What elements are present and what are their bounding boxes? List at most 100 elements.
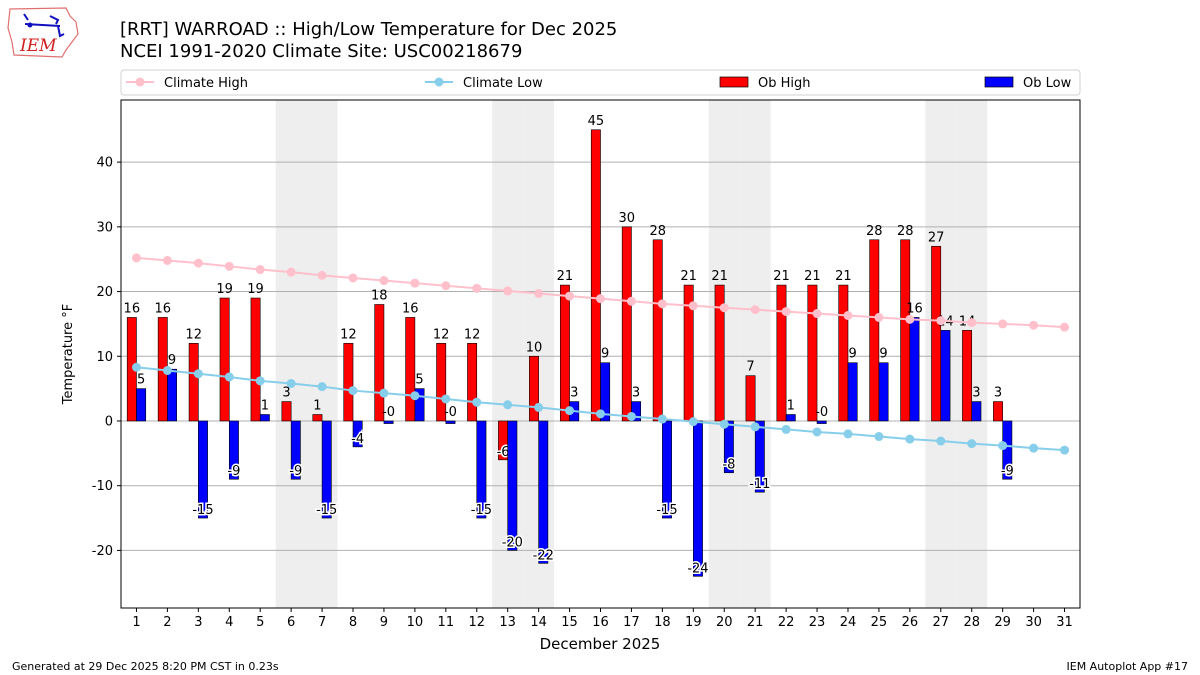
ob-low-label: -9: [1001, 464, 1014, 479]
x-tick-label: 13: [499, 615, 516, 630]
climate-low-point: [936, 436, 946, 446]
climate-high-point: [1060, 322, 1070, 332]
y-tick-label: -10: [92, 479, 113, 494]
ob-low-label: -8: [722, 458, 735, 473]
ob-high-bar: [374, 304, 385, 422]
ob-high-label: 27: [928, 230, 945, 245]
ob-low-label: -9: [227, 464, 240, 479]
x-tick-label: 5: [256, 615, 264, 630]
y-tick-label: 10: [96, 350, 113, 365]
ob-low-bar: [723, 420, 734, 474]
climate-low-point: [348, 386, 358, 396]
ob-high-bar: [931, 245, 942, 422]
climate-high-point: [534, 288, 544, 298]
ob-high-bar: [467, 343, 478, 422]
ob-low-label: -15: [656, 503, 677, 518]
y-tick-label: -20: [92, 544, 113, 559]
x-tick-label: 10: [407, 615, 424, 630]
ob-high-label: 28: [866, 224, 883, 239]
climate-high-point: [472, 283, 482, 293]
ob-low-bar: [259, 414, 270, 422]
ob-low-bar: [383, 420, 394, 424]
climate-low-point: [1029, 443, 1039, 453]
climate-low-point: [162, 366, 172, 376]
ob-high-label: -6: [497, 445, 510, 460]
ob-low-bar: [228, 420, 239, 480]
footer-generated: Generated at 29 Dec 2025 8:20 PM CST in …: [12, 660, 279, 673]
ob-low-bar: [847, 362, 858, 422]
ob-low-bar: [785, 414, 796, 422]
ob-high-label: 21: [711, 269, 728, 284]
ob-high-bar: [900, 239, 911, 422]
ob-low-bar: [940, 330, 951, 422]
ob-low-bar: [662, 420, 672, 519]
climate-high-point: [193, 258, 203, 268]
climate-high-point: [626, 296, 636, 306]
x-tick-label: 27: [933, 615, 950, 630]
x-tick-label: 20: [716, 615, 733, 630]
ob-low-bar: [507, 420, 518, 551]
ob-high-bar: [281, 401, 292, 422]
ob-high-label: 12: [185, 327, 202, 342]
footer-app: IEM Autoplot App #17: [1067, 660, 1189, 673]
ob-high-bar: [250, 297, 261, 422]
ob-low-label: 9: [879, 347, 887, 362]
ob-high-label: 21: [773, 269, 790, 284]
ob-low-label: 9: [848, 347, 856, 362]
ob-high-bar: [652, 239, 663, 422]
x-tick-label: 4: [225, 615, 233, 630]
climate-high-point: [596, 294, 605, 304]
ob-low-label: -24: [687, 561, 708, 576]
ob-high-label: 28: [897, 224, 914, 239]
ob-low-label: 1: [261, 399, 269, 414]
ob-high-label: 30: [619, 211, 636, 226]
x-tick-label: 12: [468, 615, 485, 630]
ob-high-bar: [621, 226, 632, 422]
climate-high-point: [565, 291, 575, 301]
ob-high-label: 16: [124, 301, 141, 316]
x-tick-label: 31: [1056, 615, 1073, 630]
ob-low-label: -0: [815, 405, 828, 420]
plot-frame: [120, 99, 1081, 609]
ob-low-bar: [352, 420, 363, 448]
x-tick-label: 15: [561, 615, 578, 630]
x-tick-label: 1: [132, 615, 140, 630]
weekend-shade: [739, 100, 771, 608]
climate-high-point: [812, 309, 822, 319]
climate-low-point: [719, 419, 729, 429]
ob-high-label: 3: [994, 386, 1002, 401]
ob-low-label: 3: [570, 386, 578, 401]
ob-low-bar: [878, 362, 889, 422]
ob-high-label: 7: [746, 360, 754, 375]
climate-high-point: [905, 314, 915, 324]
climate-low-point: [131, 362, 141, 372]
x-tick-label: 16: [592, 615, 609, 630]
svg-text:IEM: IEM: [19, 36, 57, 56]
ob-low-label: -22: [533, 548, 554, 563]
ob-low-label: -0: [444, 405, 457, 420]
climate-high-point: [255, 265, 265, 275]
ob-low-bar: [476, 420, 487, 519]
y-tick-label: 30: [96, 220, 113, 235]
ob-high-label: 16: [402, 301, 419, 316]
ob-low-bar: [816, 420, 827, 424]
ob-high-label: 19: [247, 282, 264, 297]
y-axis-label: Temperature °F: [61, 304, 76, 405]
climate-high-point: [843, 310, 853, 320]
ob-high-label: 21: [680, 269, 697, 284]
climate-high-point: [348, 273, 358, 283]
x-tick-label: 2: [163, 615, 171, 630]
ob-low-bar: [414, 388, 425, 422]
climate-high-point: [131, 253, 141, 263]
ob-high-label: 3: [282, 386, 290, 401]
ob-low-label: 3: [632, 386, 640, 401]
x-tick-label: 8: [349, 615, 357, 630]
x-tick-label: 3: [194, 615, 202, 630]
climate-low-point: [596, 409, 605, 419]
ob-high-bar: [807, 284, 818, 422]
ob-low-bar: [321, 420, 332, 519]
ob-high-bar: [405, 317, 416, 422]
climate-high-point: [410, 278, 420, 288]
ob-high-bar: [714, 284, 725, 422]
